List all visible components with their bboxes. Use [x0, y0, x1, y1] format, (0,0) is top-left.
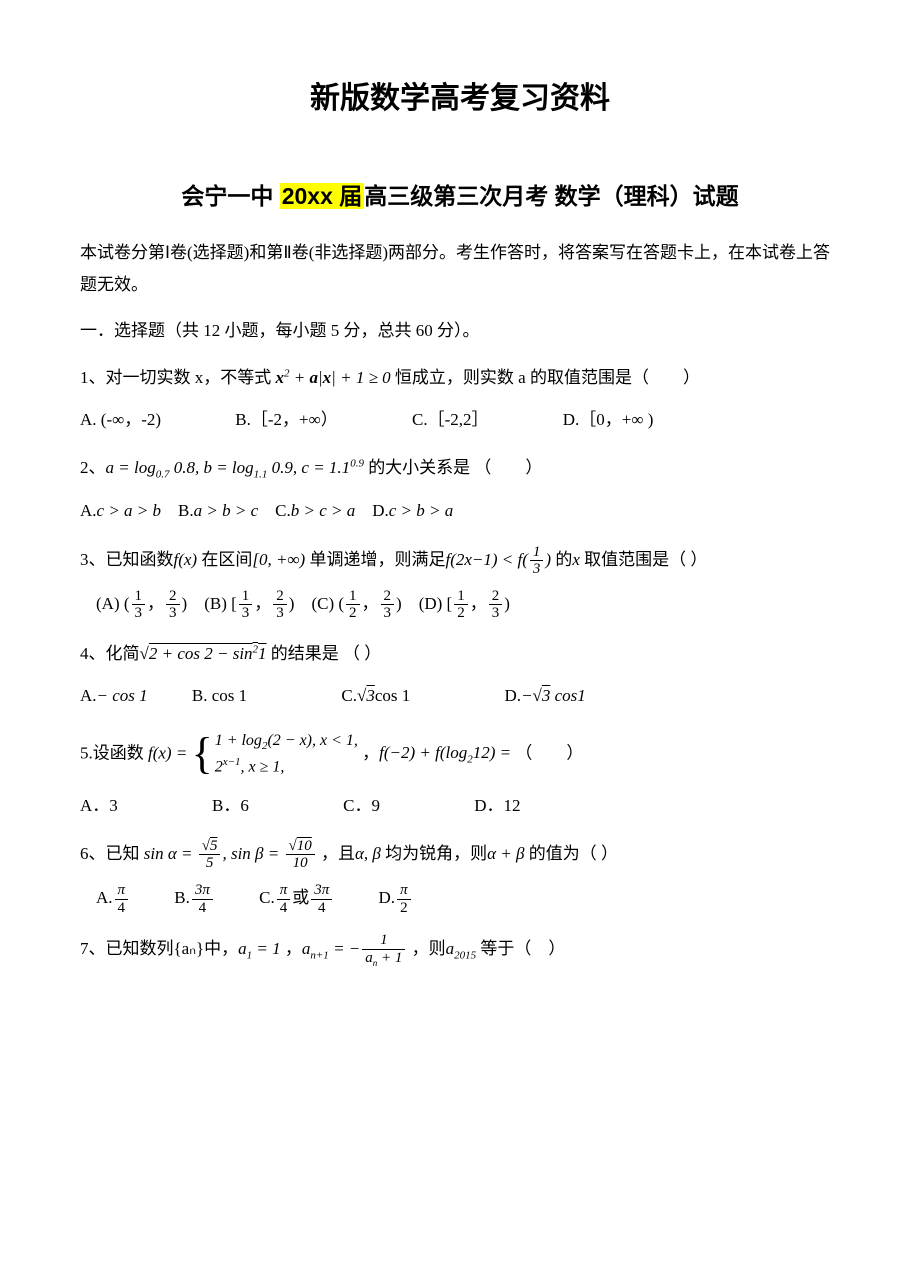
q1-optA: A. (-∞，-2) [80, 404, 161, 436]
q3-optD: (D) [12 ，23 ) [419, 588, 510, 622]
q1-optC: C.［-2,2］ [412, 404, 489, 436]
q4-formula: √2 + cos 2 − sin21 [140, 644, 267, 663]
q2-optC: C. b > c > a [275, 495, 355, 527]
q1-optD: D.［0，+∞ ) [563, 404, 654, 436]
subtitle-prefix: 会宁一中 [181, 183, 279, 209]
q2-prefix: 2、 [80, 458, 106, 477]
question-3: 3、已知函数f(x) 在区间[0, +∞) 单调递增，则满足f(2x−1) < … [80, 544, 840, 622]
question-7-text: 7、已知数列{aₙ}中，a1 = 1 ，an+1 = −1an + 1 ，则a2… [80, 932, 840, 968]
q3-optC: (C) (12 ，23 ) [311, 588, 401, 622]
question-5-text: 5.设函数 f(x) = { 1 + log2(2 − x), x < 1, 2… [80, 729, 840, 780]
q5-options: A．3 B．6 C．9 D．12 [80, 790, 840, 822]
q5-fx: f(x) = [148, 743, 192, 762]
q6-options: A. π4 B. 3π4 C. π4 或 3π4 D. π2 [80, 882, 840, 916]
q5-prefix: 5.设函数 [80, 743, 148, 762]
question-4-text: 4、化简√2 + cos 2 − sin21 的结果是 （ ） [80, 638, 840, 670]
question-2: 2、a = log0.7 0.8, b = log1.1 0.9, c = 1.… [80, 452, 840, 528]
q4-suffix: 的结果是 （ ） [267, 644, 382, 663]
q3-x: x [572, 550, 580, 569]
q4-optD: D. −√3 cos1 [505, 680, 586, 712]
q1-formula: x2 + a|x| + 1 ≥ 0 [276, 368, 391, 387]
q3-mid2: 单调递增，则满足 [305, 550, 445, 569]
q5-optD: D．12 [474, 790, 520, 822]
question-1: 1、对一切实数 x，不等式 x2 + a|x| + 1 ≥ 0 恒成立，则实数 … [80, 362, 840, 437]
q4-prefix: 4、化简 [80, 644, 140, 663]
q6-optD: D. π2 [379, 882, 413, 916]
q6-optA: A. π4 [96, 882, 130, 916]
q1-prefix: 1、对一切实数 x，不等式 [80, 368, 276, 387]
q6-mid2: 均为锐角，则 [381, 844, 487, 863]
q1-optB: B.［-2，+∞） [235, 404, 337, 436]
q3-optA: (A) (13 ，23 ) [96, 588, 187, 622]
q7-a1: a1 = 1 [238, 939, 280, 958]
q5-piecewise: 1 + log2(2 − x), x < 1, 2x−1, x ≥ 1, [215, 729, 358, 780]
q1-options: A. (-∞，-2) B.［-2，+∞） C.［-2,2］ D.［0，+∞ ) [80, 404, 840, 436]
question-4: 4、化简√2 + cos 2 − sin21 的结果是 （ ） A. − cos… [80, 638, 840, 713]
q1-suffix: 恒成立，则实数 a 的取值范围是（ ） [391, 368, 700, 387]
subtitle-highlight: 20xx 届 [280, 183, 365, 209]
q2-optD: D. c > b > a [372, 495, 453, 527]
q3-suffix: 取值范围是（ ） [580, 550, 708, 569]
q3-mid3: 的 [551, 550, 572, 569]
q2-formula: a = log0.7 0.8, b = log1.1 0.9, c = 1.10… [106, 458, 364, 477]
q6-sum: α + β [487, 844, 524, 863]
q3-optB: (B) [13 ，23 ) [204, 588, 294, 622]
q6-suffix: 的值为（ ） [525, 844, 619, 863]
exam-instructions: 本试卷分第Ⅰ卷(选择题)和第Ⅱ卷(非选择题)两部分。考生作答时，将答案写在答题卡… [80, 237, 840, 302]
q6-optC: C. π4 或 3π4 [259, 882, 334, 916]
document-title: 新版数学高考复习资料 [80, 70, 840, 127]
document-subtitle: 会宁一中 20xx 届高三级第三次月考 数学（理科）试题 [80, 175, 840, 219]
q6-mid1: ，且 [317, 844, 355, 863]
q5-suffix: （ ） [515, 743, 583, 762]
q3-options: (A) (13 ，23 ) (B) [13 ，23 ) (C) (12 ，23 … [80, 588, 840, 622]
q3-ineq: f(2x−1) < [445, 550, 517, 569]
q4-optB: B. cos 1 [192, 680, 247, 712]
q5-eval: f(−2) + f(log212) = [379, 743, 515, 762]
question-7: 7、已知数列{aₙ}中，a1 = 1 ，an+1 = −1an + 1 ，则a2… [80, 932, 840, 968]
q2-suffix: 的大小关系是 （ ） [364, 458, 543, 477]
q5-mid: ， [358, 743, 379, 762]
question-5: 5.设函数 f(x) = { 1 + log2(2 − x), x < 1, 2… [80, 729, 840, 822]
q3-mid1: 在区间 [197, 550, 252, 569]
question-6-text: 6、已知 sin α = √55, sin β = √1010 ，且α, β 均… [80, 838, 840, 872]
q4-optA: A. − cos 1 [80, 680, 148, 712]
q7-prefix: 7、已知数列{aₙ}中， [80, 939, 238, 958]
q6-optB: B. 3π4 [174, 882, 215, 916]
q6-formula: sin α = √55, sin β = √1010 [144, 844, 317, 863]
q3-interval: [0, +∞) [252, 550, 305, 569]
q6-ab: α, β [355, 844, 381, 863]
q5-optC: C．9 [343, 790, 380, 822]
section-1-heading: 一．选择题（共 12 小题，每小题 5 分，总共 60 分）。 [80, 315, 840, 347]
q3-prefix: 3、已知函数 [80, 550, 174, 569]
q2-optB: B. a > b > c [178, 495, 258, 527]
q5-optA: A．3 [80, 790, 118, 822]
q6-prefix: 6、已知 [80, 844, 144, 863]
brace-icon: { [192, 734, 213, 774]
q2-options: A. c > a > b B. a > b > c C. b > c > a D… [80, 495, 840, 527]
q7-suffix: 等于（ ） [476, 939, 565, 958]
question-6: 6、已知 sin α = √55, sin β = √1010 ，且α, β 均… [80, 838, 840, 916]
q2-optA: A. c > a > b [80, 495, 161, 527]
q5-optB: B．6 [212, 790, 249, 822]
q4-options: A. − cos 1 B. cos 1 C. √3 cos 1 D. −√3 c… [80, 680, 840, 712]
q4-optC: C. √3 cos 1 [341, 680, 410, 712]
q7-a2015: a2015 [446, 939, 477, 958]
q3-fx: f(x) [174, 550, 198, 569]
question-1-text: 1、对一切实数 x，不等式 x2 + a|x| + 1 ≥ 0 恒成立，则实数 … [80, 362, 840, 394]
question-3-text: 3、已知函数f(x) 在区间[0, +∞) 单调递增，则满足f(2x−1) < … [80, 544, 840, 578]
subtitle-suffix: 高三级第三次月考 数学（理科）试题 [364, 183, 738, 209]
q3-f13: f(13) [518, 550, 552, 569]
q7-mid1: ， [281, 939, 302, 958]
question-2-text: 2、a = log0.7 0.8, b = log1.1 0.9, c = 1.… [80, 452, 840, 485]
q7-mid2: ，则 [407, 939, 445, 958]
q7-rec: an+1 = −1an + 1 [302, 939, 408, 958]
